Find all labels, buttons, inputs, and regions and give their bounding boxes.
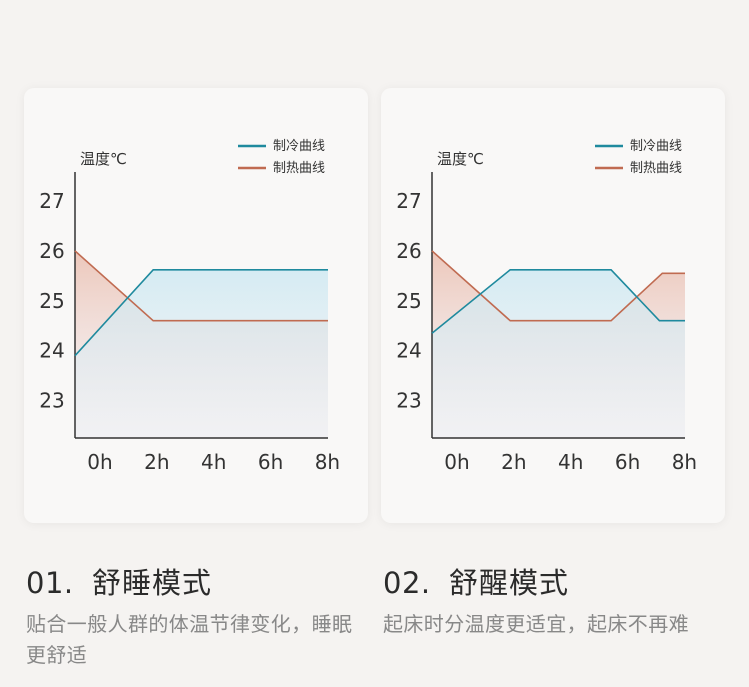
- y-tick-label: 25: [39, 289, 64, 313]
- legend-label: 制冷曲线: [273, 139, 325, 154]
- mode-caption-wake: 02. 舒醒模式 起床时分温度更适宜，起床不再难: [383, 563, 723, 640]
- mode-name: 舒睡模式: [92, 566, 213, 600]
- x-tick-label: 8h: [672, 450, 697, 474]
- y-axis-title: 温度℃: [437, 150, 484, 168]
- x-tick-label: 2h: [501, 450, 526, 474]
- x-tick-label: 2h: [144, 450, 169, 474]
- mode-title: 02. 舒醒模式: [383, 563, 723, 603]
- x-tick-label: 0h: [87, 450, 112, 474]
- cooling-line: [431, 269, 685, 334]
- cooling-area: [75, 269, 328, 438]
- mode-title: 01. 舒睡模式: [26, 563, 366, 603]
- heating-line: [431, 250, 685, 322]
- y-tick-label: 24: [396, 339, 421, 363]
- y-tick-label: 24: [39, 339, 64, 363]
- x-tick-label: 6h: [615, 450, 640, 474]
- x-tick-label: 0h: [444, 450, 469, 474]
- y-tick-label: 26: [39, 239, 64, 263]
- y-tick-label: 23: [396, 389, 421, 413]
- y-tick-label: 25: [396, 289, 421, 313]
- y-tick-label: 27: [39, 189, 64, 213]
- x-tick-label: 8h: [315, 450, 340, 474]
- mode-caption-sleep: 01. 舒睡模式 贴合一般人群的体温节律变化，睡眠更舒适: [26, 563, 366, 671]
- mode-number: 01.: [26, 566, 74, 600]
- cooling-line: [74, 269, 328, 357]
- mode-description: 起床时分温度更适宜，起床不再难: [383, 612, 689, 636]
- legend-label: 制热曲线: [273, 161, 325, 176]
- y-axis-title: 温度℃: [80, 150, 127, 168]
- legend-label: 制冷曲线: [630, 139, 682, 154]
- y-tick-label: 23: [39, 389, 64, 413]
- mode-name: 舒醒模式: [449, 566, 570, 600]
- x-tick-label: 4h: [558, 450, 583, 474]
- x-tick-label: 4h: [201, 450, 226, 474]
- mode-number: 02.: [383, 566, 431, 600]
- legend-label: 制热曲线: [630, 161, 682, 176]
- heating-line: [74, 250, 328, 322]
- y-tick-label: 26: [396, 239, 421, 263]
- y-tick-label: 27: [396, 189, 421, 213]
- chart-card-wake: 27 26 25 24 23 0h 2h 4h 6h 8h 温度℃ 制冷曲线制热曲线: [381, 88, 725, 523]
- mode-description: 贴合一般人群的体温节律变化，睡眠更舒适: [26, 612, 353, 667]
- chart-card-sleep: 27 26 25 24 23 0h 2h 4h 6h 8h 温度℃ 制冷曲线制热曲线: [24, 88, 368, 523]
- x-tick-label: 6h: [258, 450, 283, 474]
